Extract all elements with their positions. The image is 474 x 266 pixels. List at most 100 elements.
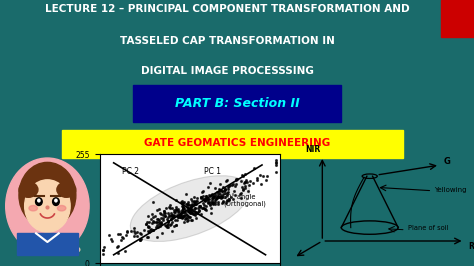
Point [245,183,253,188]
Point [170,214,178,219]
Point [150,220,158,225]
Point [182,212,190,216]
Point [190,208,198,212]
Circle shape [6,158,89,254]
Point [195,209,202,213]
Point [153,220,161,224]
Point [149,228,157,232]
Point [178,208,186,212]
Point [239,174,247,178]
Point [107,236,114,241]
Point [157,216,164,220]
Point [192,210,200,215]
Point [152,225,160,229]
Bar [17,233,78,255]
Point [192,210,200,214]
Point [178,215,186,219]
Point [218,195,226,200]
Point [234,177,241,181]
Point [185,210,193,214]
Point [193,216,201,220]
Point [168,220,176,224]
Point [181,210,189,214]
Point [210,202,217,207]
Point [232,182,240,186]
Point [177,213,184,217]
Point [174,214,182,219]
Point [209,196,216,200]
Point [172,223,180,227]
Point [131,231,139,235]
Point [206,197,213,201]
Point [184,218,191,222]
Point [187,211,194,215]
Point [201,206,209,211]
Point [153,217,161,221]
Point [146,219,153,224]
Point [217,182,224,186]
Point [189,202,196,206]
Point [164,225,171,229]
Point [246,179,254,184]
Point [228,195,235,199]
Point [184,201,191,206]
Point [190,202,197,206]
Point [161,223,169,227]
Text: NIR: NIR [305,145,320,154]
Point [119,236,127,240]
Point [220,189,228,193]
Point [214,195,222,199]
Point [176,215,184,219]
Point [106,233,113,237]
Point [211,198,219,202]
Point [163,223,171,227]
Point [188,203,196,207]
Point [273,170,280,174]
Point [150,219,157,223]
Point [210,194,217,199]
Point [202,196,210,200]
Point [166,222,174,227]
Point [180,206,187,210]
Point [241,180,249,184]
Point [199,189,207,194]
Point [199,201,207,205]
Point [153,208,161,212]
Point [191,213,199,217]
Point [117,238,125,242]
Point [205,193,213,197]
Point [136,238,144,242]
Text: Plane of soil: Plane of soil [408,225,448,231]
Point [273,158,280,163]
Point [164,217,171,222]
Point [163,224,170,228]
Point [190,199,198,203]
Point [159,216,167,221]
Point [161,214,169,218]
Point [206,201,214,206]
Text: 90° angle
(Orthogonal): 90° angle (Orthogonal) [223,193,266,207]
Point [136,231,144,235]
Point [209,201,216,205]
Ellipse shape [29,205,37,211]
Point [214,202,222,206]
Point [165,205,173,209]
Bar [62,130,403,158]
Point [196,203,204,208]
Point [193,198,201,203]
Point [201,198,209,202]
Point [179,209,186,213]
Point [237,179,245,183]
Point [154,225,161,229]
Point [200,198,208,202]
Point [215,190,223,194]
Point [114,245,121,249]
Point [222,201,229,206]
Point [179,201,186,205]
Point [219,192,227,196]
Point [243,180,250,184]
Point [153,235,160,239]
Point [167,222,174,227]
Point [144,224,152,228]
Point [168,206,176,210]
